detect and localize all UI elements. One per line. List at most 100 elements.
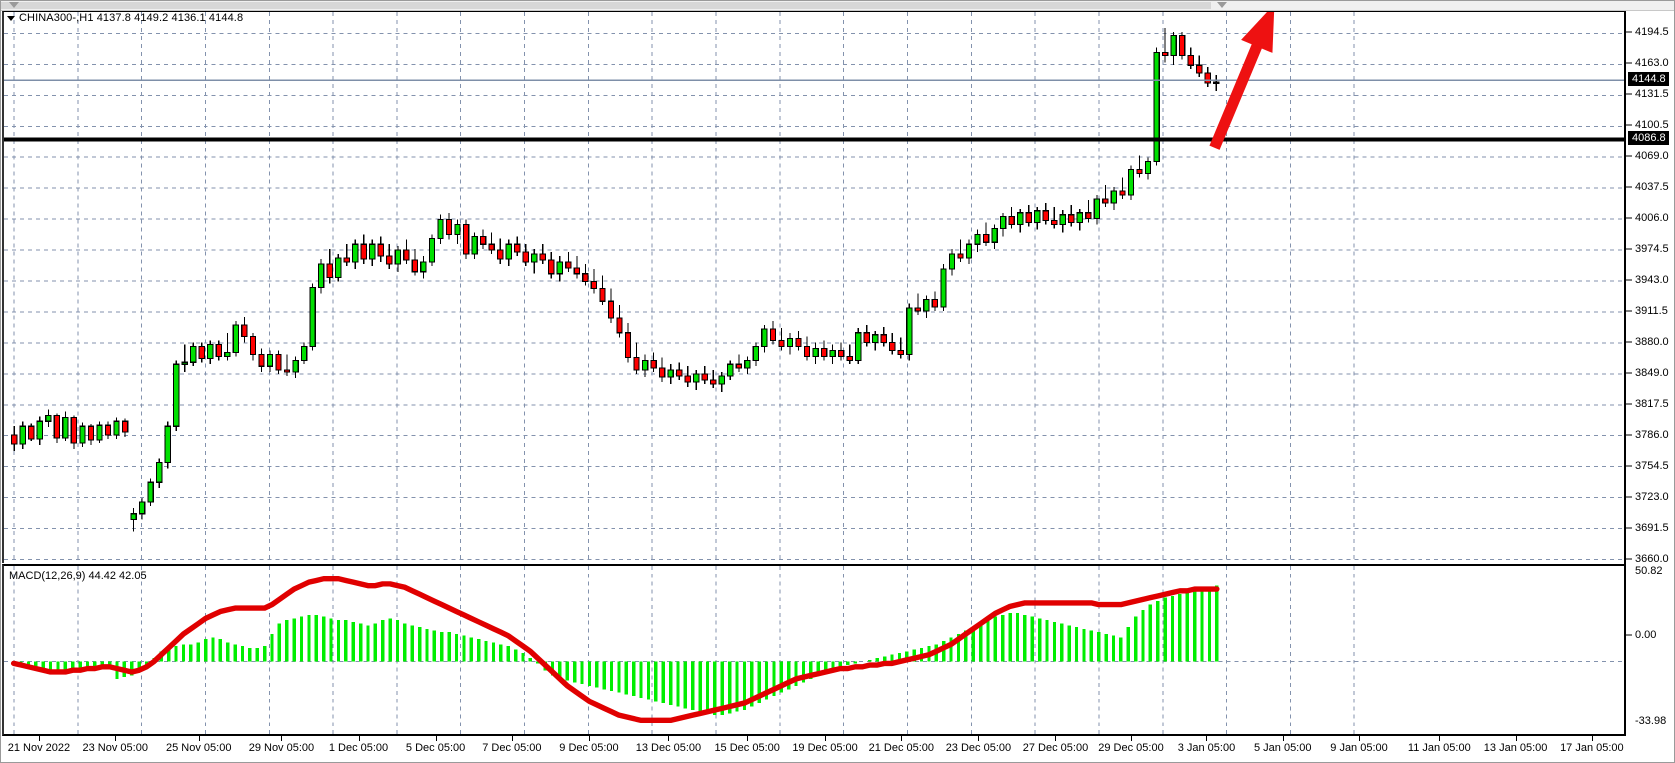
candle-body [1093,198,1101,220]
macd-indicator-pane[interactable]: MACD(12,26,9) 44.42 42.05 [2,564,1624,736]
time-axis-tick-mark [358,736,360,741]
candlestick [87,424,95,445]
candle-body [386,255,393,265]
scroll-marker-left-icon[interactable] [9,2,19,8]
price-axis-tick-mark [1626,372,1632,374]
candlestick [113,417,120,439]
candle-body [1085,212,1092,220]
candle-body [428,237,436,263]
time-axis-tick-mark [281,736,283,741]
candlestick [778,327,785,351]
candlestick [147,478,154,506]
price-axis[interactable]: 4194.5 4163.0 4131.5 4100.5 4069.0 4037.5 4006… [1624,11,1674,736]
candle-body [224,351,231,357]
candle-body [1068,214,1075,224]
candlestick [28,423,35,441]
candle-body [155,462,163,483]
macd-axis-tick-mark [1626,634,1632,636]
time-axis-tick-mark [901,736,903,741]
candle-body [1161,51,1169,56]
candle-body [138,501,146,515]
arrow-head [1241,12,1275,53]
candlestick [1076,208,1084,231]
candle-body [675,369,683,377]
horizontal-scrollbar[interactable] [1,1,1674,11]
candlestick [829,344,836,365]
candle-body [121,420,129,433]
candle-body [727,363,734,377]
price-axis-tick-mark [1626,217,1632,219]
time-axis-label: 5 Dec 05:00 [405,742,466,754]
candle-body [45,414,52,422]
candlestick [505,239,512,266]
candle-body [650,359,657,369]
time-axis-label: 23 Dec 05:00 [945,742,1012,754]
price-axis-tick-mark [1626,62,1632,64]
candlestick [1144,157,1152,180]
candlestick [641,354,649,378]
candle-body [266,353,274,367]
candlestick [872,330,879,351]
candle-body [394,249,402,265]
scrollbar-thumb[interactable] [1,2,1211,9]
macd-indicator-label: MACD(12,26,9) 44.42 42.05 [9,570,147,582]
candle-body [241,324,248,338]
candle-body [479,235,487,245]
candle-body [454,224,461,235]
candlestick [965,239,973,264]
candlestick [752,342,760,367]
candlestick [846,344,853,365]
candlestick [1178,31,1186,60]
candlestick [343,244,350,266]
candle-body [982,233,990,243]
candle-body [616,317,623,334]
candlestick [650,352,657,373]
candlestick [735,354,743,373]
macd-axis-label: 0.00 [1635,629,1657,641]
candlestick [718,372,725,392]
time-axis-label: 9 Jan 05:00 [1330,742,1388,754]
candlestick [565,252,572,272]
candlestick [837,342,845,361]
candlestick [761,324,768,353]
arrow-shaft [1209,38,1265,150]
candlestick [940,263,947,312]
candle-body [53,414,61,439]
price-axis-tick-mark [1626,93,1632,95]
candle-body [215,344,223,357]
candlestick [710,370,717,388]
candle-body [897,349,905,355]
candlestick [548,252,555,279]
candlestick [923,295,930,319]
candle-body [62,416,69,439]
price-axis-label: 4006.0 [1635,212,1669,224]
price-chart-pane[interactable] [2,11,1624,563]
time-axis-tick-mark [198,736,200,741]
candle-body [556,261,564,275]
candlestick [394,246,402,272]
time-axis-tick-mark [588,736,590,741]
candle-body [326,263,333,279]
candle-body [79,425,86,444]
candlestick [1016,208,1024,233]
candle-body [36,420,44,440]
candle-body [744,359,751,369]
candlestick [224,332,231,361]
price-axis-tick-mark [1626,341,1632,343]
candlestick [684,366,691,387]
candle-body [718,375,725,385]
level-price-badge: 4086.8 [1628,131,1669,145]
price-axis-label: 4163.0 [1635,57,1669,69]
candle-body [411,259,419,273]
candlestick [173,360,180,432]
price-axis-tick-mark [1626,279,1632,281]
candlestick [1059,209,1066,233]
bullish-trend-arrow[interactable] [1209,12,1275,150]
candlestick [906,303,913,361]
candlestick [428,234,436,266]
caret-down-icon[interactable] [7,15,15,21]
candle-body [684,375,691,383]
time-axis-label: 11 Jan 05:00 [1407,742,1471,754]
scroll-marker-right-icon[interactable] [1217,2,1227,8]
time-axis-tick-mark [1439,736,1441,741]
